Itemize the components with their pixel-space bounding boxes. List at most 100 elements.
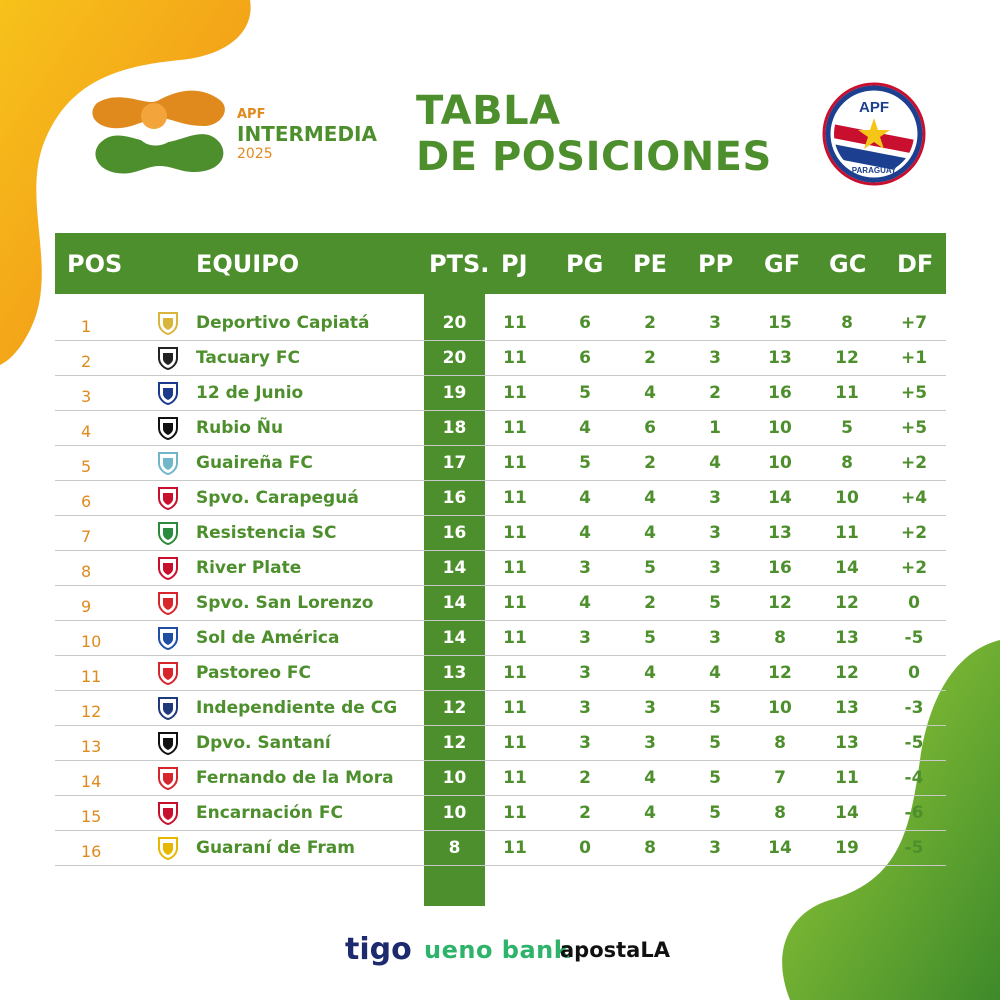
stat-gf: 12 (768, 663, 792, 683)
stat-pe: 2 (644, 348, 656, 368)
stat-pj: 11 (503, 523, 527, 543)
team-name: Independiente de CG (196, 698, 398, 718)
team-crest-icon (147, 731, 189, 755)
stat-df: +5 (900, 383, 928, 403)
table-row: 2 Tacuary FC 20 11 6 2 3 13 12 +1 (55, 341, 946, 376)
team-name: Guaraní de Fram (196, 838, 355, 858)
stat-pe: 4 (644, 383, 656, 403)
standings-table: POS EQUIPO PTS. PJ PG PE PP GF GC DF 1 De… (55, 233, 946, 906)
table-row: 7 Resistencia SC 16 11 4 4 3 13 11 +2 (55, 516, 946, 551)
stat-pe: 8 (644, 838, 656, 858)
stat-pp: 1 (709, 418, 721, 438)
stat-pts: 10 (442, 768, 467, 788)
stat-gc: 12 (835, 663, 859, 683)
team-crest-icon (147, 416, 189, 440)
page-title: TABLA DE POSICIONES (416, 88, 772, 180)
header-pts: PTS. (429, 250, 490, 278)
stat-df: +2 (900, 558, 928, 578)
stat-gc: 11 (835, 383, 859, 403)
row-position: 11 (81, 667, 102, 686)
team-crest-icon (147, 311, 189, 335)
stat-pts: 19 (442, 383, 467, 403)
team-crest-icon (147, 626, 189, 650)
row-position: 10 (81, 632, 102, 651)
stat-pg: 5 (579, 383, 591, 403)
stat-gc: 12 (835, 348, 859, 368)
stat-pe: 4 (644, 488, 656, 508)
team-crest-icon (147, 451, 189, 475)
stat-gf: 16 (768, 383, 792, 403)
header-df: DF (897, 250, 934, 278)
sponsor-ueno-bank-logo: ueno bank (424, 936, 571, 964)
team-crest-icon (147, 346, 189, 370)
stat-pe: 4 (644, 803, 656, 823)
stat-df: +1 (900, 348, 928, 368)
orange-blob (0, 0, 251, 365)
stat-pj: 11 (503, 663, 527, 683)
stat-pe: 5 (644, 558, 656, 578)
apf-paraguay-badge: APF PARAGUAY (822, 82, 926, 186)
row-position: 16 (81, 842, 102, 861)
team-name: 12 de Junio (196, 383, 304, 403)
intermedia-emblem-icon (92, 90, 225, 174)
sponsor-tigo-logo: tigo (345, 932, 412, 967)
header-pg: PG (566, 250, 604, 278)
row-position: 15 (81, 807, 102, 826)
stat-pp: 3 (709, 628, 721, 648)
stat-pj: 11 (503, 313, 527, 333)
stat-df: +2 (900, 453, 928, 473)
stat-gc: 11 (835, 768, 859, 788)
row-position: 13 (81, 737, 102, 756)
team-name: Spvo. Carapeguá (196, 488, 359, 508)
stat-pp: 5 (709, 593, 721, 613)
table-row: 16 Guaraní de Fram 8 11 0 8 3 14 19 -5 (55, 831, 946, 866)
stat-pts: 16 (442, 523, 467, 543)
stat-pp: 3 (709, 348, 721, 368)
stat-pj: 11 (503, 768, 527, 788)
stat-pts: 14 (442, 558, 467, 578)
stat-df: 0 (908, 663, 920, 683)
team-name: Spvo. San Lorenzo (196, 593, 374, 613)
header-pj: PJ (501, 250, 528, 278)
stat-gf: 8 (774, 803, 786, 823)
stat-gc: 8 (841, 453, 853, 473)
stat-pg: 6 (579, 313, 591, 333)
stat-df: -5 (904, 628, 924, 648)
stat-pg: 3 (579, 558, 591, 578)
team-name: Dpvo. Santaní (196, 733, 331, 753)
title-line-2: DE POSICIONES (416, 134, 772, 180)
team-crest-icon (147, 696, 189, 720)
team-crest-icon (147, 766, 189, 790)
stat-pts: 13 (442, 663, 467, 683)
stat-df: -5 (904, 733, 924, 753)
stat-pg: 3 (579, 628, 591, 648)
table-body: 1 Deportivo Capiatá 20 11 6 2 3 15 8 +7 2 Tacuary F… (55, 294, 946, 866)
table-row: 9 Spvo. San Lorenzo 14 11 4 2 5 12 12 0 (55, 586, 946, 621)
stat-gc: 14 (835, 803, 859, 823)
table-row: 6 Spvo. Carapeguá 16 11 4 4 3 14 10 +4 (55, 481, 946, 516)
stat-pg: 4 (579, 523, 591, 543)
team-name: Tacuary FC (196, 348, 301, 368)
stat-gc: 13 (835, 628, 859, 648)
stat-gc: 8 (841, 313, 853, 333)
stat-gf: 13 (768, 523, 792, 543)
sponsors-bar: tigo ueno bank apostaLA (0, 932, 1000, 972)
row-position: 3 (81, 387, 92, 406)
table-row: 14 Fernando de la Mora 10 11 2 4 5 7 11 -4 (55, 761, 946, 796)
stat-pj: 11 (503, 593, 527, 613)
stat-pp: 5 (709, 768, 721, 788)
stat-pts: 18 (442, 418, 467, 438)
logo-year-text: 2025 (237, 146, 273, 162)
table-row: 10 Sol de América 14 11 3 5 3 8 13 -5 (55, 621, 946, 656)
team-name: River Plate (196, 558, 302, 578)
stat-pp: 5 (709, 733, 721, 753)
stat-pj: 11 (503, 558, 527, 578)
stat-pp: 3 (709, 558, 721, 578)
stat-pts: 16 (442, 488, 467, 508)
table-row: 8 River Plate 14 11 3 5 3 16 14 +2 (55, 551, 946, 586)
team-crest-icon (147, 591, 189, 615)
table-row: 15 Encarnación FC 10 11 2 4 5 8 14 -6 (55, 796, 946, 831)
stat-pj: 11 (503, 348, 527, 368)
stat-pj: 11 (503, 803, 527, 823)
stat-gc: 13 (835, 698, 859, 718)
